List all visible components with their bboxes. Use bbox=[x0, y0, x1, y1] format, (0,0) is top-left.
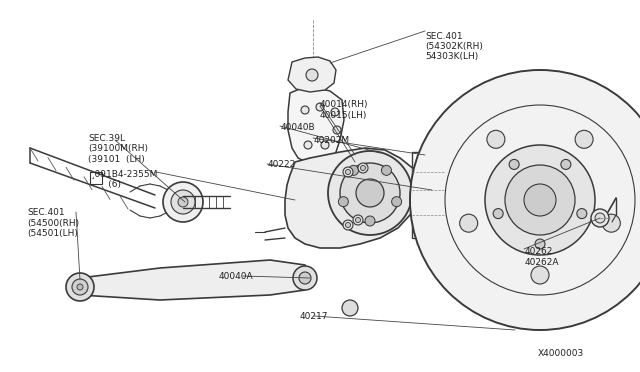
Circle shape bbox=[304, 141, 312, 149]
Polygon shape bbox=[288, 87, 344, 165]
Circle shape bbox=[301, 106, 309, 114]
Text: 40040A: 40040A bbox=[219, 272, 253, 280]
Circle shape bbox=[316, 103, 324, 111]
Text: SEC.39L
(39100M(RH)
(39101  (LH): SEC.39L (39100M(RH) (39101 (LH) bbox=[88, 134, 148, 164]
Circle shape bbox=[72, 279, 88, 295]
Circle shape bbox=[299, 272, 311, 284]
Circle shape bbox=[349, 165, 358, 175]
Text: 40262
40262A: 40262 40262A bbox=[525, 247, 559, 267]
Circle shape bbox=[535, 239, 545, 249]
Circle shape bbox=[306, 69, 318, 81]
Circle shape bbox=[575, 130, 593, 148]
Circle shape bbox=[293, 266, 317, 290]
Circle shape bbox=[561, 160, 571, 169]
Text: SEC.401
(54500(RH)
(54501(LH): SEC.401 (54500(RH) (54501(LH) bbox=[27, 208, 79, 238]
Circle shape bbox=[346, 222, 351, 228]
Circle shape bbox=[602, 214, 620, 232]
Text: SEC.401
(54302K(RH)
54303K(LH): SEC.401 (54302K(RH) 54303K(LH) bbox=[426, 32, 483, 61]
Circle shape bbox=[178, 197, 188, 207]
Circle shape bbox=[392, 197, 402, 207]
Circle shape bbox=[321, 141, 329, 149]
Circle shape bbox=[524, 184, 556, 216]
Circle shape bbox=[77, 284, 83, 290]
Polygon shape bbox=[80, 260, 310, 300]
Circle shape bbox=[493, 209, 503, 219]
Polygon shape bbox=[288, 57, 336, 92]
Circle shape bbox=[331, 108, 339, 116]
Circle shape bbox=[487, 130, 505, 148]
Circle shape bbox=[328, 151, 412, 235]
Circle shape bbox=[358, 163, 368, 173]
Circle shape bbox=[340, 163, 400, 223]
Circle shape bbox=[381, 165, 392, 175]
Circle shape bbox=[343, 220, 353, 230]
Text: 40217: 40217 bbox=[300, 312, 328, 321]
Text: ¸091B4-2355M
      (6): ¸091B4-2355M (6) bbox=[91, 169, 158, 189]
Circle shape bbox=[355, 218, 360, 222]
Circle shape bbox=[425, 163, 435, 173]
Circle shape bbox=[460, 214, 477, 232]
Circle shape bbox=[360, 166, 365, 170]
Circle shape bbox=[505, 165, 575, 235]
Circle shape bbox=[66, 273, 94, 301]
Circle shape bbox=[356, 179, 384, 207]
Text: 40014(RH)
40015(LH): 40014(RH) 40015(LH) bbox=[320, 100, 369, 120]
Circle shape bbox=[440, 185, 450, 195]
Circle shape bbox=[339, 197, 348, 207]
Circle shape bbox=[353, 215, 363, 225]
Circle shape bbox=[509, 160, 519, 169]
Circle shape bbox=[365, 216, 375, 226]
Circle shape bbox=[485, 145, 595, 255]
Circle shape bbox=[410, 70, 640, 330]
Circle shape bbox=[163, 182, 203, 222]
Circle shape bbox=[171, 190, 195, 214]
Circle shape bbox=[346, 170, 351, 174]
Text: 40222: 40222 bbox=[268, 160, 296, 169]
Circle shape bbox=[591, 209, 609, 227]
Text: 40040B: 40040B bbox=[280, 123, 315, 132]
Circle shape bbox=[333, 126, 341, 134]
Text: 40202M: 40202M bbox=[314, 136, 349, 145]
Circle shape bbox=[342, 300, 358, 316]
Circle shape bbox=[531, 266, 549, 284]
Circle shape bbox=[595, 213, 605, 223]
Circle shape bbox=[425, 210, 435, 220]
Text: X4000003: X4000003 bbox=[538, 349, 584, 358]
Polygon shape bbox=[285, 148, 420, 248]
Circle shape bbox=[343, 167, 353, 177]
Circle shape bbox=[577, 209, 587, 219]
